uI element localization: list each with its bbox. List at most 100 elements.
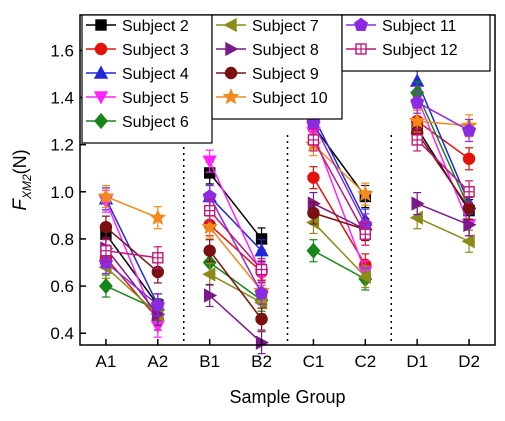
series-line-segment [313,212,366,231]
legend-label: Subject 8 [252,42,319,59]
series-line-segment [209,196,263,294]
series-line-segment [416,132,470,209]
data-point [202,155,217,169]
group-separator-layer [183,135,392,345]
series-line-segment [209,294,263,344]
series-line-segment [105,233,159,306]
data-point [410,94,425,109]
data-point [201,218,219,235]
data-point [152,252,164,264]
legend-item: Subject 4 [86,65,189,83]
legend-label: Subject 9 [252,66,319,83]
data-point [411,134,423,146]
legend-item: Subject 11 [346,17,457,35]
data-point [411,196,425,211]
y-tick-label: 1.6 [50,41,74,60]
y-tick-label: 1.4 [50,89,74,108]
series-line-segment [313,202,366,231]
legend-marker [355,43,367,55]
legend-marker [93,65,109,79]
data-point [357,269,372,284]
series-line-segment [416,80,470,204]
data-point [359,228,372,240]
x-tick-label: C1 [303,352,325,371]
x-tick-label: C2 [354,352,376,371]
data-point [408,112,426,129]
data-point [100,245,112,257]
data-point [462,202,476,215]
legend-label: Subject 6 [122,114,189,131]
series-line-segment [209,250,263,320]
series-line-segment [312,221,366,278]
x-tick-label: D1 [406,352,428,371]
legend-marker [224,66,238,80]
y-tick-label: 0.8 [50,230,74,249]
series-line-segment [416,217,470,242]
legend-marker [94,42,108,56]
series-line-segment [105,226,159,273]
legend-label: Subject 7 [252,18,319,35]
x-tick-label: A1 [96,352,117,371]
series-line-segment [312,123,366,226]
legend-label: Subject 11 [382,18,457,35]
legend-item: Subject 8 [216,41,319,59]
data-point [307,134,320,146]
legend-item: Subject 12 [346,42,458,59]
data-point [149,208,167,225]
legend-marker [93,91,109,105]
legend-item: Subject 6 [86,112,189,131]
series-line-segment [416,202,470,226]
legend: Subject 2 Subject 3 Subject 4 Subject 5 Subj… [81,14,491,144]
y-tick-label: 1.2 [50,136,74,155]
legend-item: Subject 9 [216,66,319,83]
series-subject-11 [98,90,477,317]
data-point [255,263,268,276]
series-line-segment [312,116,366,221]
series-line-segment [105,198,159,306]
legend-marker [94,112,108,130]
data-point [203,288,218,303]
legend-item: Subject 2 [86,18,189,35]
data-point [463,186,475,198]
series-line-segment [209,172,263,240]
y-tick-label: 0.6 [50,277,74,296]
series-line-segment [105,266,159,315]
data-point [307,171,320,184]
legend-label: Subject 12 [382,42,458,59]
legend-marker [225,41,239,57]
series-line-segment [312,125,366,197]
series-line-segment [416,92,470,209]
series-line-segment [416,139,470,193]
data-point [461,234,475,249]
x-axis-label: Sample Group [229,387,345,407]
axis-layer: A1 A2 B1 B2 C1 C2 D1 D2 0.4 0.6 0.8 1.0 1.2 1.4 1.6 [50,41,480,371]
x-tick-label: B2 [251,352,272,371]
series-line-segment [209,195,263,252]
series-line-segment [209,160,263,275]
data-point [356,185,374,202]
legend-marker [223,17,237,33]
x-tick-label: D2 [458,352,480,371]
y-axis-label-unit: (N) [10,149,30,174]
series-subject-12 [100,128,475,282]
legend-marker [95,19,107,31]
series-line-segment [105,249,158,259]
series-line-segment [105,195,159,219]
series-line-segment [313,250,366,280]
legend-label: Subject 2 [122,18,189,35]
y-axis-label-main: F [10,198,31,211]
series-line-segment [416,120,470,160]
y-axis-label: FXM2(N) [10,149,34,210]
x-tick-label: A2 [147,352,168,371]
legend-marker [353,17,369,31]
data-point [99,277,113,295]
y-tick-label: 1.0 [50,183,74,202]
series-line-segment [105,247,159,315]
y-tick-label: 0.4 [50,324,74,343]
data-point [306,242,321,259]
series-line-segment [416,97,470,226]
legend-label: Subject 3 [122,42,189,59]
data-point [203,204,216,217]
series-line-segment [209,261,263,301]
